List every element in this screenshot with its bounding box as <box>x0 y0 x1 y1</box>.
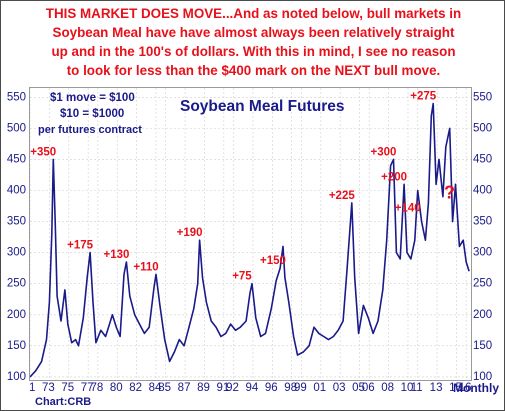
x-tick-label: 77 <box>81 382 94 394</box>
x-tick-label: 71 <box>29 382 35 394</box>
annotation-label: +75 <box>232 271 252 283</box>
annotation-label: +350 <box>30 146 56 158</box>
x-tick-label: 13 <box>430 382 443 394</box>
y-tick-label-right: 450 <box>473 153 492 165</box>
x-tick-label: 78 <box>90 382 103 394</box>
y-tick-label-right: 150 <box>473 340 492 352</box>
y-tick-label-left: 450 <box>7 153 26 165</box>
annotation-label: +175 <box>67 240 94 252</box>
grid-lines <box>29 88 471 380</box>
headline-line-1: THIS MARKET DOES MOVE...And as noted bel… <box>45 6 462 21</box>
y-tick-label-left: 550 <box>7 91 26 103</box>
x-tick-label: 84 <box>149 382 162 394</box>
x-tick-label: 89 <box>197 382 210 394</box>
price-series <box>29 102 470 378</box>
y-tick-label-right: 350 <box>473 216 492 228</box>
x-tick-label: 10 <box>401 382 414 394</box>
x-tick-label: 03 <box>333 382 346 394</box>
x-tick-label: 87 <box>178 382 191 394</box>
x-tick-label: 99 <box>294 382 307 394</box>
x-tick-label: 98 <box>284 382 297 394</box>
annotation-label: +190 <box>177 227 203 239</box>
x-tick-label: 73 <box>42 382 55 394</box>
x-tick-label: 96 <box>265 382 278 394</box>
chart-title: Soybean Meal Futures <box>180 98 345 115</box>
y-tick-label-left: 350 <box>7 216 26 228</box>
price-chart: Soybean Meal Futures $1 move = $100 $10 … <box>29 88 471 380</box>
y-tick-label-right: 250 <box>473 278 492 290</box>
x-tick-label: 08 <box>381 382 394 394</box>
y-axis-right: 100 150 200 250 300 350 400 450 500 550 <box>473 91 492 383</box>
x-tick-label: 75 <box>61 382 74 394</box>
y-tick-label-left: 250 <box>7 278 26 290</box>
x-axis-unit-label: Monthly <box>453 381 499 395</box>
annotation-label: +110 <box>133 261 158 273</box>
y-tick-label-left: 500 <box>7 122 26 134</box>
y-tick-label-right: 500 <box>473 122 492 134</box>
annotation-label: +150 <box>260 255 286 267</box>
y-tick-label-right: 300 <box>473 247 492 259</box>
headline-line-3: up and in the 100's of dollars. With thi… <box>51 44 456 59</box>
annotation-label: +225 <box>329 190 356 202</box>
x-tick-label: 11 <box>411 382 423 394</box>
headline-text: THIS MARKET DOES MOVE...And as noted bel… <box>5 4 502 80</box>
annotation-label: +140 <box>395 202 421 214</box>
y-tick-label-left: 100 <box>7 371 26 383</box>
legend-line-3: per futures contract <box>38 124 142 136</box>
y-tick-label-right: 200 <box>473 309 492 321</box>
y-tick-label-right: 550 <box>473 91 492 103</box>
series-line-0 <box>29 102 470 378</box>
annotation-label: +300 <box>371 146 397 158</box>
y-tick-label-left: 400 <box>7 185 26 197</box>
x-tick-label: 06 <box>362 382 375 394</box>
annotation-label: +200 <box>381 171 407 183</box>
annotation-label: ? <box>444 183 455 203</box>
legend-line-2: $10 = $1000 <box>60 108 124 120</box>
annotation-label: +275 <box>410 91 437 103</box>
y-tick-label-left: 300 <box>7 247 26 259</box>
headline-line-2: Soybean Meal have have almost always bee… <box>52 25 455 40</box>
y-tick-label-right: 100 <box>473 371 492 383</box>
chart-credit: Chart:CRB <box>35 396 92 408</box>
x-tick-label: 01 <box>313 382 326 394</box>
annotation-label: +130 <box>103 249 129 261</box>
x-tick-label: 80 <box>110 382 123 394</box>
x-tick-label: 82 <box>129 382 142 394</box>
chart-labels: Soybean Meal Futures $1 move = $100 $10 … <box>38 92 345 136</box>
y-tick-label-left: 150 <box>7 340 26 352</box>
x-tick-label: 16 <box>459 382 472 394</box>
x-tick-label: 15 <box>449 382 462 394</box>
y-axis-left: 100 150 200 250 300 350 400 450 500 550 <box>7 91 26 383</box>
x-tick-label: 05 <box>352 382 365 394</box>
x-tick-label: 91 <box>216 382 229 394</box>
plot-area: Soybean Meal Futures $1 move = $100 $10 … <box>29 87 472 381</box>
move-annotations: +350 +175 +130 +110 +190 +75 +150 +225 +300 +200 +… <box>30 91 455 283</box>
x-tick-label: 85 <box>158 382 171 394</box>
y-tick-label-left: 200 <box>7 309 26 321</box>
y-tick-label-right: 400 <box>473 185 492 197</box>
x-tick-label: 94 <box>246 382 259 394</box>
legend-line-1: $1 move = $100 <box>50 92 135 104</box>
x-tick-label: 92 <box>226 382 239 394</box>
headline-line-4: to look for less than the $400 mark on t… <box>66 63 441 78</box>
